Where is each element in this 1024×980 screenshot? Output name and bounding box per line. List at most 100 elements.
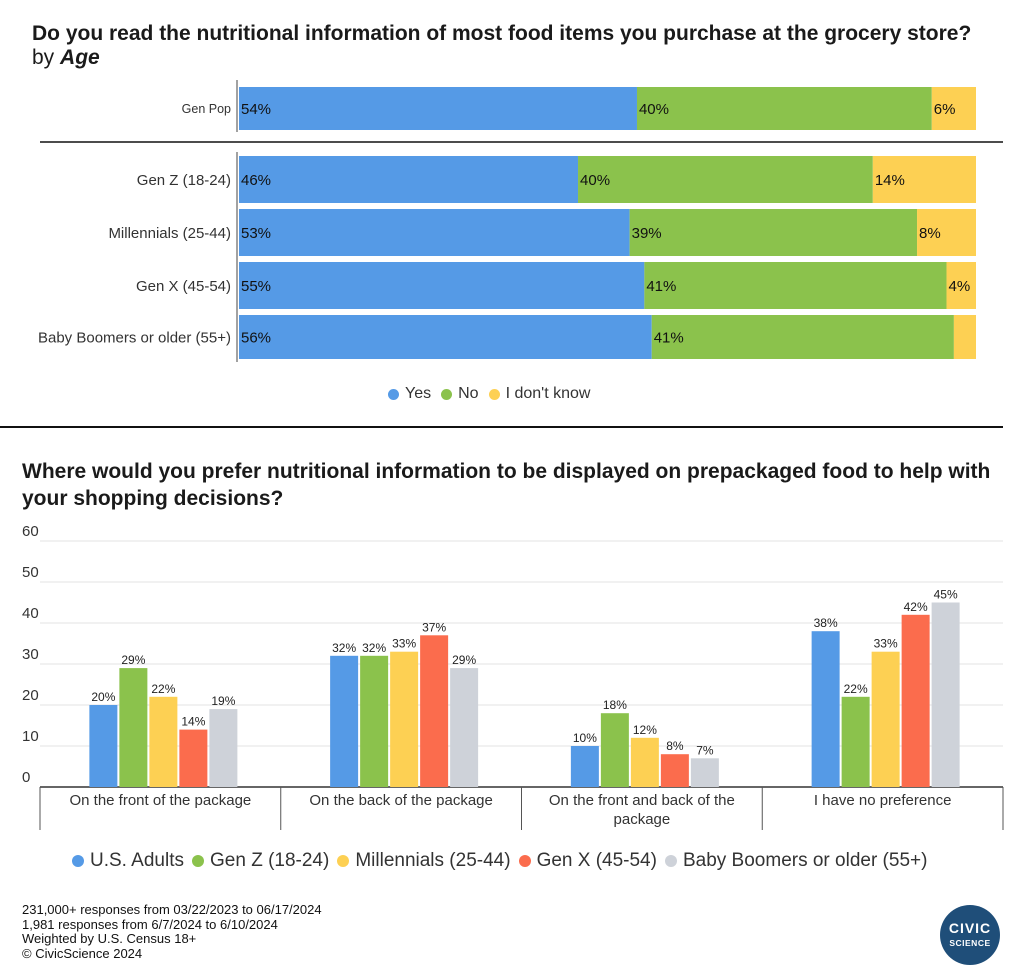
category-label-i-have-no-preference: I have no preference [814,792,952,809]
bar-u-s-adults-on-the-front-and-back-of-the-package [570,746,599,787]
data-label: 40% [580,172,610,189]
data-label: 29% [121,653,145,667]
legend-label: Yes [405,385,432,402]
bar-no-gen-z-18-24 [578,156,873,203]
data-label: 46% [241,172,271,189]
bar-no-gen-x-45-54 [644,262,947,309]
category-label-gen-z-18-24: Gen Z (18-24) [137,172,231,189]
legend-label: No [458,385,479,402]
bar-yes-millennials-25-44 [239,209,630,256]
footer-notes: 231,000+ responses from 03/22/2023 to 06… [22,902,322,961]
bar-yes-gen-pop [239,87,637,130]
footer-line: © CivicScience 2024 [22,945,143,961]
data-label: 22% [844,682,868,696]
bar-gen-z-18-24-i-have-no-preference [841,696,870,787]
data-label: 42% [904,600,928,614]
category-label-gen-pop: Gen Pop [182,102,231,116]
bar-yes-gen-z-18-24 [239,156,579,203]
bar-gen-x-45-54-on-the-front-of-the-package [179,729,208,787]
bar-no-gen-pop [636,87,932,130]
section-divider [0,426,1003,428]
data-label: 7% [696,743,714,757]
chart1-title: Do you read the nutritional information … [32,22,1012,70]
stacked-bar-chart: Gen Pop 54% 40% 6% Gen Z (18-24) 46% 40% 14% Mil… [38,80,1003,362]
category-label-on-the-front-of-the-package: On the front of the package [69,792,251,809]
category-label-millennials-25-44: Millennials (25-44) [108,225,231,242]
y-tick-label: 30 [22,646,39,663]
legend-dot [337,855,350,867]
bar-baby-boomers-or-older-55-on-the-back-of-the-package [450,668,479,787]
legend-label: Baby Boomers or older (55+) [682,850,928,871]
legend-item-yes: Yes [388,385,431,403]
y-tick-label: 10 [22,728,39,745]
data-label: 8% [666,739,684,753]
bar-i-don-t-know-gen-x-45-54 [946,262,976,309]
y-tick-label: 0 [22,769,30,786]
data-label: 56% [241,330,271,347]
bar-no-millennials-25-44 [629,209,918,256]
data-label: 8% [919,225,941,242]
data-label: 4% [949,278,971,295]
data-label: 6% [934,101,956,118]
data-label: 20% [91,690,115,704]
logo-line-1: CIVIC [948,920,992,936]
legend-label: Gen X (45-54) [536,850,657,871]
bar-i-don-t-know-gen-z-18-24 [872,156,976,203]
chart2-legend: U.S. Adults Gen Z (18-24) Millennials (25-… [72,850,927,872]
data-label: 45% [934,588,958,602]
legend-label: I don't know [505,385,591,402]
data-label: 14% [181,715,205,729]
category-label-continued: package [614,811,671,828]
legend-label: Millennials (25-44) [355,850,511,871]
chart1-legend: Yes No I don't know [388,385,590,403]
bar-no-baby-boomers-or-older-55 [651,315,954,359]
data-label: 32% [362,641,386,655]
legend-dot [664,855,677,867]
legend-label: Gen Z (18-24) [210,850,330,871]
data-label: 41% [654,330,684,347]
bar-yes-baby-boomers-or-older-55 [239,315,652,359]
category-label-baby-boomers-or-older-55: Baby Boomers or older (55+) [38,329,231,346]
legend-item-gen-x-45-54: Gen X (45-54) [518,850,657,872]
chart2-title: Where would you prefer nutritional infor… [22,460,991,510]
data-label: 33% [392,637,416,651]
data-label: 41% [646,278,676,295]
bar-i-don-t-know-millennials-25-44 [917,209,976,256]
legend-dot [388,388,399,400]
bar-i-don-t-know-gen-pop [931,87,976,130]
legend-item-no: No [441,385,479,403]
data-label: 19% [211,694,235,708]
data-label: 32% [332,641,356,655]
civicscience-logo: CIVIC SCIENCE [940,905,1000,965]
footer-line: 1,981 responses from 6/7/2024 to 6/10/20… [22,916,278,932]
bar-gen-x-45-54-i-have-no-preference [901,614,930,787]
bar-baby-boomers-or-older-55-on-the-front-of-the-package [209,709,238,787]
category-label-gen-x-45-54: Gen X (45-54) [136,278,231,295]
y-tick-label: 20 [22,687,39,704]
legend-item-gen-z-18-24: Gen Z (18-24) [192,850,329,872]
legend-item-baby-boomers-or-older-55: Baby Boomers or older (55+) [664,850,928,872]
data-label: 12% [633,723,657,737]
y-tick-label: 40 [22,605,39,622]
bar-millennials-25-44-i-have-no-preference [871,651,900,787]
bar-baby-boomers-or-older-55-on-the-front-and-back-of-the-package [690,758,719,787]
bar-u-s-adults-on-the-back-of-the-package [330,655,359,787]
bar-u-s-adults-i-have-no-preference [811,631,840,787]
legend-item-u-s-adults: U.S. Adults [72,850,184,872]
chart1-title-facet: Age [60,46,100,69]
data-label: 55% [241,278,271,295]
logo-line-2: SCIENCE [949,938,991,948]
data-label: 54% [241,101,271,118]
data-label: 18% [603,698,627,712]
bar-millennials-25-44-on-the-back-of-the-package [390,651,419,787]
chart1-title-main: Do you read the nutritional information … [32,22,972,45]
bar-gen-z-18-24-on-the-back-of-the-package [360,655,389,787]
legend-dot [72,855,84,867]
y-tick-label: 50 [22,564,39,581]
y-tick-label: 60 [22,523,39,540]
data-label: 39% [632,225,662,242]
data-label: 53% [241,225,271,242]
bar-gen-z-18-24-on-the-front-of-the-package [119,668,148,787]
grouped-bar-chart: 0 10 20 30 40 50 60 20% 29% 22% 14% 19% On the front… [22,523,1004,830]
bar-u-s-adults-on-the-front-of-the-package [89,705,118,787]
